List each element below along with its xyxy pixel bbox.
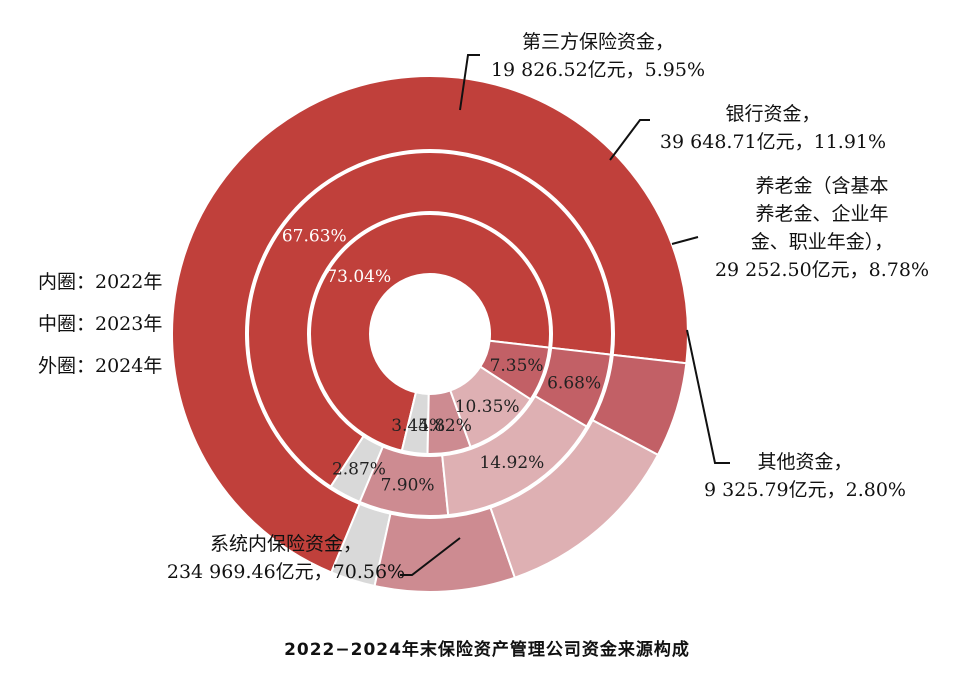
legend-outer-ring: 外圈：2024年: [38, 355, 162, 377]
outer-callout-labels: 系统内保险资金， 234 969.46亿元，70.56% 其他资金， 9 325.79…: [167, 31, 929, 583]
segment-outer-system: [171, 75, 689, 574]
callout-system: 系统内保险资金， 234 969.46亿元，70.56%: [167, 533, 405, 583]
segment-inner-thirdparty: [478, 339, 551, 401]
segment-middle-system: [247, 151, 613, 488]
leader-line-pension: [671, 236, 699, 245]
leader-line-system: [400, 537, 461, 576]
callout-other: 其他资金， 9 325.79亿元，2.80%: [704, 451, 906, 501]
segment-outer-thirdparty: [591, 353, 688, 457]
legend-middle-ring: 中圈：2023年: [38, 313, 162, 335]
pct-label-inner-thirdparty: 7.35%: [490, 356, 544, 376]
ring-legend: 内圈：2022年 中圈：2023年 外圈：2024年: [38, 271, 162, 377]
pct-label-middle-bank: 14.92%: [479, 453, 544, 473]
leader-line-thirdparty: [459, 54, 480, 111]
pct-label-middle-system: 67.63%: [282, 226, 347, 246]
donut-rings: [171, 75, 689, 593]
pct-label-middle-pension: 7.90%: [381, 475, 435, 495]
pct-label-inner-system: 73.04%: [326, 267, 391, 287]
pct-label-inner-other: 3.44%: [391, 416, 445, 436]
segment-inner-system: [309, 213, 551, 452]
pct-label-inner-pension: 5.82%: [418, 416, 472, 436]
leader-line-other: [686, 329, 730, 464]
percentage-labels: 67.63% 2.87%7.90% 14.92% 6.68% 73.04% 3.44%5.…: [282, 226, 601, 495]
legend-inner-ring: 内圈：2022年: [38, 271, 162, 293]
pct-label-middle-other: 2.87%: [332, 459, 386, 479]
callout-thirdparty: 第三方保险资金， 19 826.52亿元，5.95%: [491, 31, 705, 81]
callout-pension: 养老金（含基本养老金、企业年金、职业年金）， 29 252.50亿元，8.78%: [715, 175, 929, 281]
leader-line-bank: [609, 119, 650, 161]
leader-lines: [400, 54, 730, 576]
pct-label-middle-thirdparty: 6.68%: [547, 373, 601, 393]
pct-label-inner-bank: 10.35%: [455, 397, 520, 417]
chart-caption: 2022−2024年末保险资产管理公司资金来源构成: [284, 639, 690, 660]
callout-bank: 银行资金， 39 648.71亿元，11.91%: [660, 103, 886, 153]
segment-middle-thirdparty: [533, 346, 612, 428]
